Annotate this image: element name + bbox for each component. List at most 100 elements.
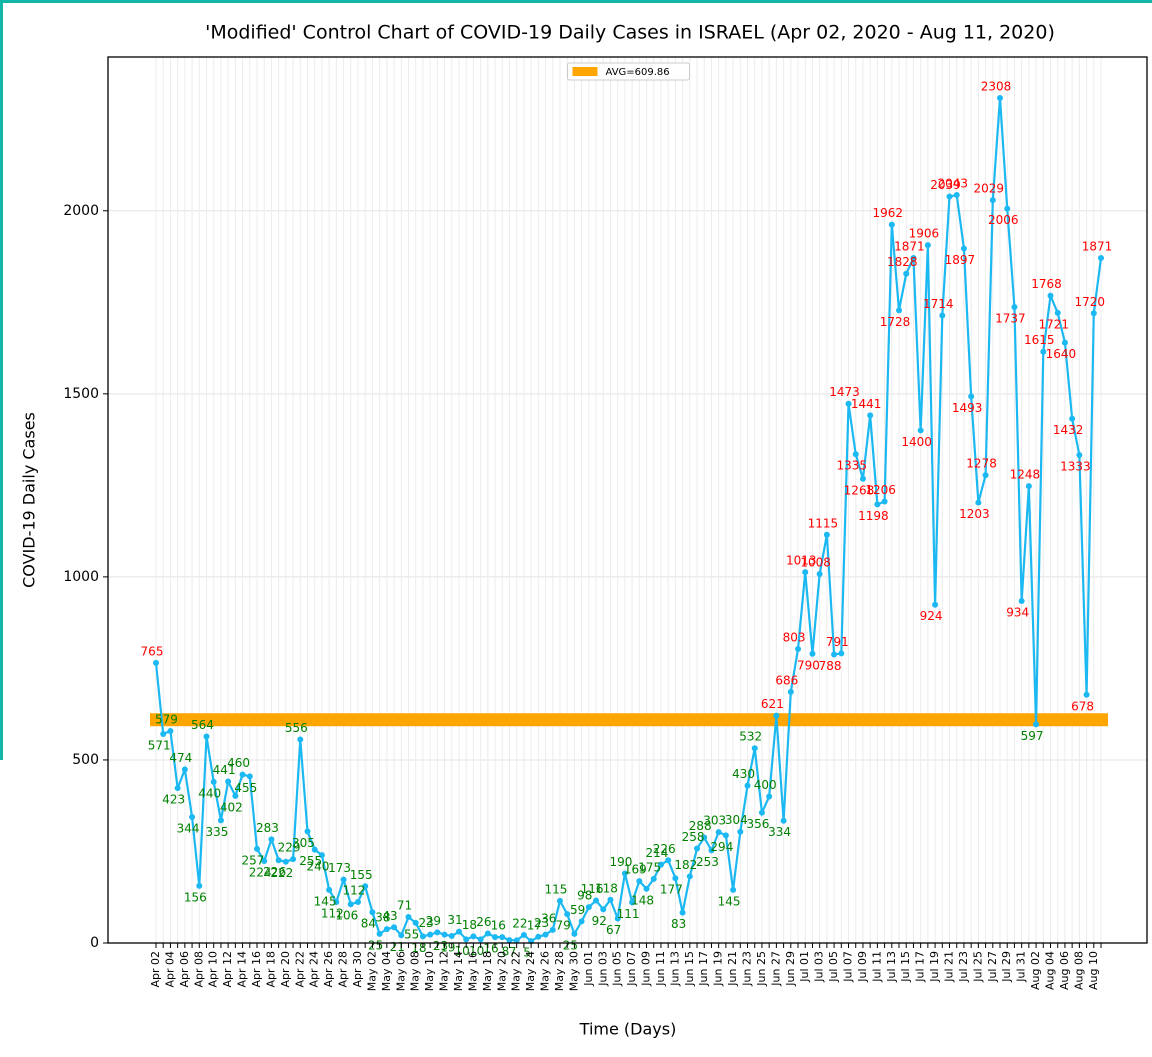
data-point [419,933,426,940]
x-tick-label: Jul 21 [943,951,956,983]
value-label: 18 [462,918,477,932]
value-label: 145 [718,894,741,908]
value-label: 22 [512,916,527,930]
legend-box [567,62,690,81]
data-point [766,793,773,800]
value-label: 1441 [851,397,882,411]
data-point [989,197,996,204]
data-point [1033,721,1040,728]
data-point [593,897,600,904]
data-point [196,882,203,889]
data-point [455,928,462,935]
data-point [802,569,809,576]
value-label: 175 [638,860,661,874]
x-tick-label: Apr 26 [322,951,335,988]
data-point [1061,339,1068,346]
data-point [888,221,895,228]
x-tick-label: Jun 23 [741,951,754,987]
data-point [852,451,859,458]
value-label: 229 [278,841,301,855]
data-point [383,926,390,933]
data-point [304,828,311,835]
value-label: 1203 [959,507,990,521]
value-label: 226 [263,865,286,879]
plot-frame [107,56,1148,944]
value-label: 1714 [923,297,954,311]
x-tick-label: Jun 11 [654,951,667,987]
data-point [816,570,823,577]
data-point [585,904,592,911]
data-point [1090,310,1097,317]
x-tick-label: Jul 29 [1000,951,1013,983]
value-label: 190 [609,855,632,869]
data-point [448,933,455,940]
data-point [311,846,318,853]
data-point [657,861,664,868]
x-tick-label: Apr 28 [337,951,350,988]
data-point [246,773,253,780]
chart-title: 'Modified' Control Chart of COVID-19 Dai… [205,22,1055,44]
value-label: 440 [198,786,221,800]
y-tick-label: 0 [90,935,99,951]
data-point [506,937,513,944]
value-label: 182 [674,858,697,872]
value-label: 224 [249,865,272,879]
average-band [150,713,1108,727]
value-label: 1115 [808,516,839,530]
data-point [239,771,246,778]
x-tick-label: Apr 06 [178,951,191,988]
x-tick-label: Jun 19 [712,951,725,987]
data-point [968,393,975,400]
value-label: 344 [177,822,200,836]
data-point [369,909,376,916]
data-point [946,193,953,200]
data-point [564,911,571,918]
value-label: 92 [592,914,607,928]
x-tick-label: Jun 25 [755,951,768,987]
data-point [751,745,758,752]
value-label: 288 [689,819,712,833]
value-label: 678 [1071,699,1094,713]
x-tick-label: Aug 08 [1072,951,1085,990]
y-tick-label: 2000 [63,203,99,219]
value-label: 2006 [988,213,1019,227]
data-point [730,886,737,893]
value-label: 765 [141,644,164,658]
value-label: 1615 [1024,333,1055,347]
value-label: 8 [502,945,510,959]
frame-edge [0,0,1152,3]
value-label: 112 [321,906,344,920]
x-tick-label: Jun 21 [726,951,739,987]
data-point [1040,348,1047,355]
value-label: 177 [660,883,683,897]
data-point [694,845,701,852]
data-point [253,845,260,852]
value-label: 597 [1021,729,1044,743]
data-point [181,766,188,773]
value-label: 156 [184,890,207,904]
value-label: 214 [646,846,669,860]
value-label: 59 [570,903,585,917]
data-point [787,688,794,695]
data-point [571,930,578,937]
value-label: 25 [368,938,383,952]
value-label: 257 [242,853,265,867]
data-point [160,730,167,737]
value-label: 356 [747,817,770,831]
x-tick-label: Apr 04 [163,951,176,988]
value-label: 1333 [1060,459,1091,473]
value-label: 98 [577,889,592,903]
data-point [340,876,347,883]
x-tick-label: May 22 [510,951,523,991]
data-point [391,924,398,931]
data-point [578,918,585,925]
x-tick-label: Jun 27 [769,951,782,987]
data-point [412,919,419,926]
data-point [932,601,939,608]
data-point [1069,415,1076,422]
value-label: 226 [653,842,676,856]
data-point [1011,304,1018,311]
value-label: 423 [162,793,185,807]
x-tick-label: Jul 31 [1015,951,1028,983]
x-tick-label: May 06 [394,951,407,991]
